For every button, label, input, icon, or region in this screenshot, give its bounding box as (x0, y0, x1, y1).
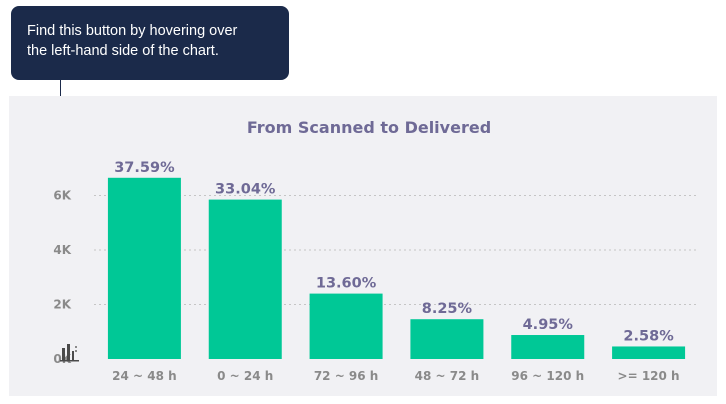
bar[interactable] (208, 199, 282, 359)
bars (107, 177, 686, 359)
chart-panel: From Scanned to Delivered 0K2K4K6K 37.59… (9, 96, 717, 396)
bar[interactable] (511, 335, 585, 359)
bar[interactable] (612, 346, 686, 359)
tooltip-text-line-2: the left-hand side of the chart. (27, 43, 219, 59)
x-tick-label: 0 ~ 24 h (217, 369, 273, 383)
bar[interactable] (107, 177, 181, 359)
x-tick-label: 24 ~ 48 h (112, 369, 177, 383)
bar-data-label: 8.25% (422, 301, 473, 317)
x-axis-ticks: 24 ~ 48 h 0 ~ 24 h 72 ~ 96 h 48 ~ 72 h 96 ~ … (112, 369, 679, 383)
help-tooltip: Find this button by hovering over the le… (11, 6, 289, 80)
tooltip-text-line-1: Find this button by hovering over (27, 23, 238, 39)
y-tick-label: 4K (53, 243, 71, 257)
bar-chart-icon (60, 344, 79, 362)
bar-chart: From Scanned to Delivered 0K2K4K6K 37.59… (53, 118, 699, 383)
bar-data-label: 4.95% (523, 317, 574, 333)
chart-title: From Scanned to Delivered (247, 118, 491, 137)
x-tick-label: >= 120 h (618, 369, 680, 383)
grid-lines (94, 195, 699, 305)
x-tick-label: 96 ~ 120 h (511, 369, 584, 383)
x-tick-label: 72 ~ 96 h (314, 369, 379, 383)
data-labels: 37.59% 33.04% 13.60% 8.25% 4.95% 2.58% (114, 160, 674, 345)
bar-data-label: 33.04% (215, 182, 276, 198)
y-tick-label: 6K (53, 189, 71, 203)
bar-data-label: 37.59% (114, 160, 175, 176)
bar[interactable] (309, 293, 383, 359)
y-tick-label: 2K (53, 298, 71, 312)
bar[interactable] (410, 319, 484, 359)
chart-menu-button[interactable] (59, 342, 81, 362)
bar-data-label: 13.60% (316, 276, 377, 292)
x-tick-label: 48 ~ 72 h (415, 369, 480, 383)
bar-data-label: 2.58% (623, 328, 674, 344)
y-axis-ticks: 0K2K4K6K (53, 189, 71, 367)
